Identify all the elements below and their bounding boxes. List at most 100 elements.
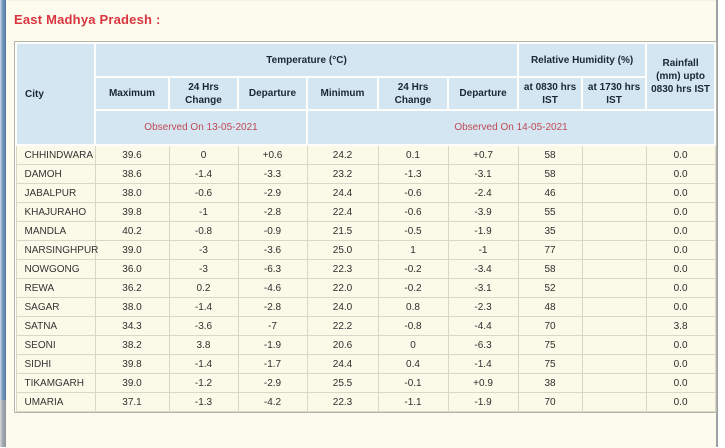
value-cell: -7 bbox=[237, 316, 308, 336]
col-header-min-24hrs-change: 24 Hrs Change bbox=[377, 76, 449, 111]
value-cell: -3.6 bbox=[168, 316, 239, 336]
value-cell: 25.5 bbox=[306, 373, 379, 393]
table-row: NOWGONG 36.0 -3 -6.3 22.3 -0.2 -3.4 58 0.0 bbox=[15, 259, 716, 279]
left-frame-border bbox=[0, 0, 6, 400]
value-cell: -3.1 bbox=[447, 278, 519, 298]
col-header-min-departure: Departure bbox=[446, 76, 520, 111]
value-cell bbox=[581, 144, 647, 165]
value-cell: 0.0 bbox=[645, 335, 716, 355]
value-cell: 0.0 bbox=[645, 354, 716, 374]
value-cell: -1.7 bbox=[237, 354, 308, 374]
page-content: East Madhya Pradesh : City Temperature (… bbox=[6, 0, 718, 448]
value-cell: 37.1 bbox=[94, 392, 170, 412]
value-cell: 3.8 bbox=[645, 316, 716, 336]
value-cell bbox=[581, 335, 647, 355]
col-group-humidity: Relative Humidity (%) bbox=[517, 42, 648, 78]
value-cell: -0.1 bbox=[377, 373, 449, 393]
value-cell bbox=[581, 297, 647, 317]
col-group-temperature: Temperature (°C) bbox=[93, 42, 520, 78]
value-cell: 23.2 bbox=[306, 164, 379, 184]
value-cell: -0.6 bbox=[168, 183, 239, 203]
value-cell: 21.5 bbox=[306, 221, 379, 241]
value-cell: 39.8 bbox=[94, 202, 170, 222]
value-cell: -0.6 bbox=[377, 183, 449, 203]
value-cell: 48 bbox=[517, 297, 583, 317]
value-cell: -3.1 bbox=[447, 164, 519, 184]
value-cell: 58 bbox=[517, 164, 583, 184]
table-row: JABALPUR 38.0 -0.6 -2.9 24.4 -0.6 -2.4 46 0.0 bbox=[15, 183, 716, 203]
value-cell: 0.2 bbox=[168, 278, 239, 298]
value-cell: 35 bbox=[517, 221, 583, 241]
value-cell: -1.9 bbox=[237, 335, 308, 355]
header-group-row: City Temperature (°C) Relative Humidity … bbox=[15, 42, 717, 146]
table-row: SIDHI 39.8 -1.4 -1.7 24.4 0.4 -1.4 75 0.0 bbox=[15, 354, 716, 374]
value-cell: 0.8 bbox=[377, 297, 449, 317]
value-cell: -4.6 bbox=[237, 278, 308, 298]
value-cell: 22.3 bbox=[306, 259, 379, 279]
value-cell: -6.3 bbox=[237, 259, 308, 279]
value-cell: 24.0 bbox=[306, 297, 379, 317]
value-cell bbox=[581, 183, 647, 203]
col-header-city: City bbox=[15, 42, 96, 146]
col-header-minimum: Minimum bbox=[306, 76, 379, 111]
value-cell: -2.3 bbox=[447, 297, 519, 317]
value-cell: 22.0 bbox=[306, 278, 379, 298]
city-cell: KHAJURAHO bbox=[15, 202, 96, 222]
value-cell: 24.4 bbox=[306, 183, 379, 203]
value-cell: 24.4 bbox=[306, 354, 379, 374]
value-cell: 0.0 bbox=[645, 164, 716, 184]
value-cell: -0.9 bbox=[237, 221, 308, 241]
value-cell bbox=[581, 221, 647, 241]
value-cell: 0.0 bbox=[645, 221, 716, 241]
city-cell: SAGAR bbox=[15, 297, 96, 317]
value-cell: 38.6 bbox=[94, 164, 170, 184]
value-cell: -1.9 bbox=[447, 392, 519, 412]
table-row: KHAJURAHO 39.8 -1 -2.8 22.4 -0.6 -3.9 55 0.0 bbox=[15, 202, 716, 222]
table-row: DAMOH 38.6 -1.4 -3.3 23.2 -1.3 -3.1 58 0.0 bbox=[15, 164, 716, 184]
col-header-max-departure: Departure bbox=[237, 76, 308, 111]
table-row: NARSINGHPUR 39.0 -3 -3.6 25.0 1 -1 77 0.0 bbox=[15, 240, 716, 260]
col-header-rh-0830: at 0830 hrs IST bbox=[517, 76, 584, 111]
value-cell: -1.4 bbox=[168, 297, 239, 317]
value-cell: -2.9 bbox=[237, 183, 308, 203]
table-row: CHHINDWARA 39.6 0 +0.6 24.2 0.1 +0.7 58 0.0 bbox=[15, 144, 716, 165]
city-cell: SIDHI bbox=[15, 354, 96, 374]
value-cell: -3 bbox=[168, 240, 239, 260]
city-cell: DAMOH bbox=[15, 164, 96, 184]
table-row: SATNA 34.3 -3.6 -7 22.2 -0.8 -4.4 70 3.8 bbox=[15, 316, 716, 336]
col-header-rh-1730: at 1730 hrs IST bbox=[581, 76, 648, 111]
value-cell: 0.0 bbox=[645, 297, 716, 317]
value-cell: 0.0 bbox=[645, 144, 716, 165]
city-cell: CHHINDWARA bbox=[15, 144, 96, 165]
value-cell: 55 bbox=[517, 202, 583, 222]
value-cell: -0.2 bbox=[377, 259, 449, 279]
value-cell: 38.0 bbox=[94, 297, 170, 317]
value-cell bbox=[581, 354, 647, 374]
city-cell: REWA bbox=[15, 278, 96, 298]
col-header-rainfall: Rainfall (mm) upto 0830 hrs IST bbox=[645, 42, 717, 111]
value-cell: -6.3 bbox=[447, 335, 519, 355]
value-cell bbox=[581, 373, 647, 393]
value-cell: -4.2 bbox=[237, 392, 308, 412]
value-cell: 22.4 bbox=[306, 202, 379, 222]
value-cell: 22.3 bbox=[306, 392, 379, 412]
city-cell: UMARIA bbox=[15, 392, 96, 412]
value-cell: 58 bbox=[517, 259, 583, 279]
value-cell: 58 bbox=[517, 144, 583, 165]
value-cell: 0 bbox=[168, 144, 239, 165]
value-cell: -3.4 bbox=[447, 259, 519, 279]
value-cell: 24.2 bbox=[306, 144, 379, 165]
value-cell: 34.3 bbox=[94, 316, 170, 336]
value-cell bbox=[581, 240, 647, 260]
value-cell: -1.1 bbox=[377, 392, 449, 412]
value-cell: +0.6 bbox=[237, 144, 308, 165]
value-cell: -1.4 bbox=[168, 354, 239, 374]
value-cell: 77 bbox=[517, 240, 583, 260]
value-cell: 3.8 bbox=[168, 335, 239, 355]
value-cell: +0.7 bbox=[447, 144, 519, 165]
observed-on-14-05-2021: Observed On 14-05-2021 bbox=[305, 109, 717, 146]
value-cell: -0.5 bbox=[377, 221, 449, 241]
value-cell: -1.4 bbox=[447, 354, 519, 374]
value-cell: -3 bbox=[168, 259, 239, 279]
value-cell: 38.0 bbox=[94, 183, 170, 203]
